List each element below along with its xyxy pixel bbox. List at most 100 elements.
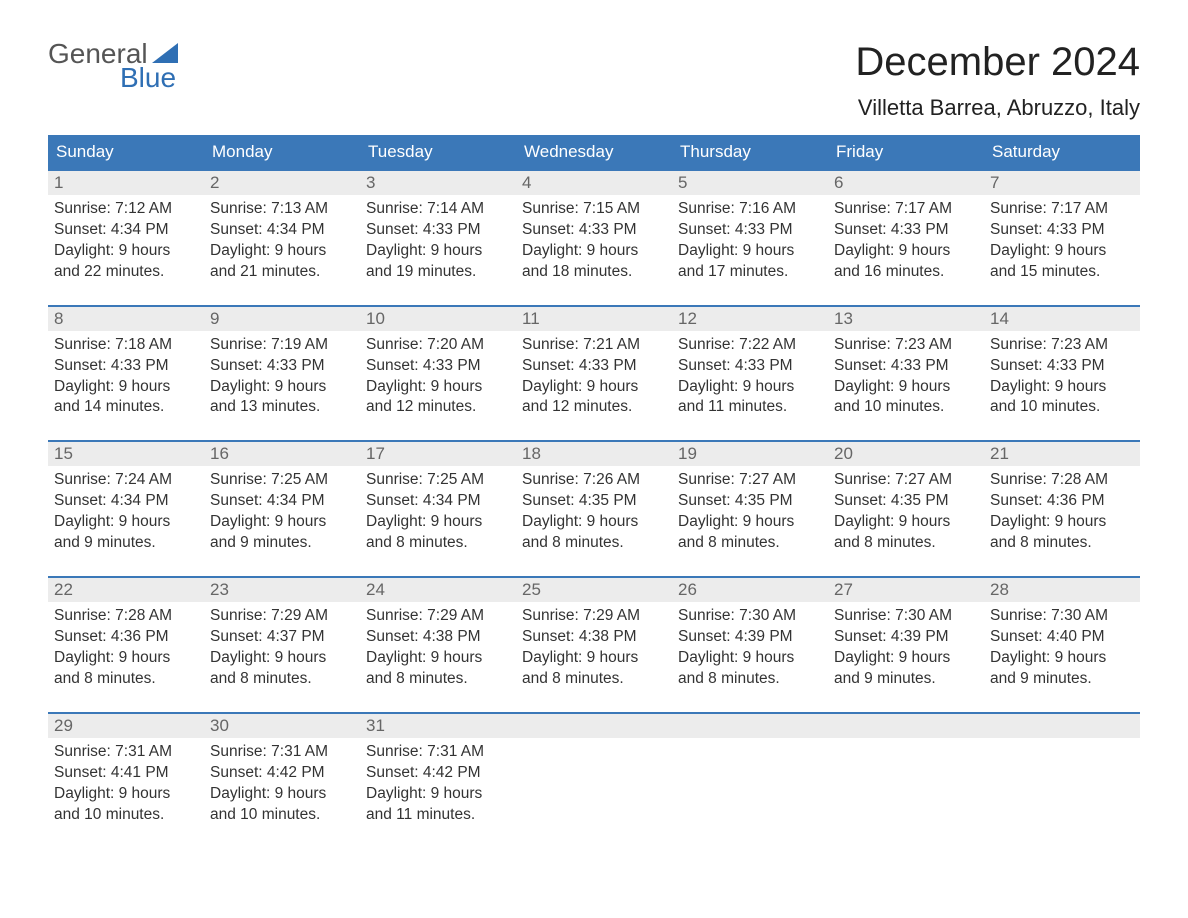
day-daylight2: and 12 minutes. [366, 397, 510, 418]
day-daylight2: and 10 minutes. [210, 805, 354, 826]
day-daylight1: Daylight: 9 hours [366, 648, 510, 669]
day-daylight2: and 10 minutes. [54, 805, 198, 826]
day-sunrise: Sunrise: 7:17 AM [990, 199, 1134, 220]
day-sunset: Sunset: 4:33 PM [54, 356, 198, 377]
day-body: Sunrise: 7:31 AMSunset: 4:42 PMDaylight:… [204, 738, 360, 832]
day-sunrise: Sunrise: 7:24 AM [54, 470, 198, 491]
day-body: Sunrise: 7:19 AMSunset: 4:33 PMDaylight:… [204, 331, 360, 425]
day-daylight1: Daylight: 9 hours [678, 377, 822, 398]
day-cell [828, 714, 984, 832]
day-body: Sunrise: 7:30 AMSunset: 4:39 PMDaylight:… [828, 602, 984, 696]
day-number [516, 714, 672, 738]
day-number: 16 [204, 442, 360, 466]
day-number: 9 [204, 307, 360, 331]
day-sunrise: Sunrise: 7:13 AM [210, 199, 354, 220]
day-number: 18 [516, 442, 672, 466]
day-number: 17 [360, 442, 516, 466]
dow-monday: Monday [204, 135, 360, 169]
day-daylight1: Daylight: 9 hours [210, 377, 354, 398]
day-daylight2: and 19 minutes. [366, 262, 510, 283]
day-sunset: Sunset: 4:41 PM [54, 763, 198, 784]
day-number: 7 [984, 171, 1140, 195]
day-daylight2: and 8 minutes. [366, 533, 510, 554]
day-sunrise: Sunrise: 7:12 AM [54, 199, 198, 220]
day-sunset: Sunset: 4:33 PM [210, 356, 354, 377]
day-sunset: Sunset: 4:33 PM [990, 220, 1134, 241]
dow-friday: Friday [828, 135, 984, 169]
day-cell: 26Sunrise: 7:30 AMSunset: 4:39 PMDayligh… [672, 578, 828, 696]
day-number: 31 [360, 714, 516, 738]
day-daylight1: Daylight: 9 hours [990, 377, 1134, 398]
day-sunset: Sunset: 4:38 PM [366, 627, 510, 648]
day-body: Sunrise: 7:16 AMSunset: 4:33 PMDaylight:… [672, 195, 828, 289]
day-daylight2: and 8 minutes. [210, 669, 354, 690]
day-body: Sunrise: 7:22 AMSunset: 4:33 PMDaylight:… [672, 331, 828, 425]
day-daylight2: and 11 minutes. [678, 397, 822, 418]
day-daylight1: Daylight: 9 hours [522, 648, 666, 669]
day-daylight2: and 9 minutes. [990, 669, 1134, 690]
day-cell: 9Sunrise: 7:19 AMSunset: 4:33 PMDaylight… [204, 307, 360, 425]
day-sunrise: Sunrise: 7:30 AM [834, 606, 978, 627]
day-number: 14 [984, 307, 1140, 331]
day-sunset: Sunset: 4:35 PM [522, 491, 666, 512]
day-daylight1: Daylight: 9 hours [678, 648, 822, 669]
day-body: Sunrise: 7:20 AMSunset: 4:33 PMDaylight:… [360, 331, 516, 425]
day-sunset: Sunset: 4:33 PM [990, 356, 1134, 377]
weeks-container: 1Sunrise: 7:12 AMSunset: 4:34 PMDaylight… [48, 169, 1140, 831]
day-sunset: Sunset: 4:33 PM [522, 356, 666, 377]
day-number: 26 [672, 578, 828, 602]
day-number: 27 [828, 578, 984, 602]
day-sunset: Sunset: 4:33 PM [366, 356, 510, 377]
day-sunset: Sunset: 4:35 PM [834, 491, 978, 512]
day-sunrise: Sunrise: 7:23 AM [834, 335, 978, 356]
day-daylight2: and 10 minutes. [990, 397, 1134, 418]
day-daylight1: Daylight: 9 hours [990, 241, 1134, 262]
day-body: Sunrise: 7:29 AMSunset: 4:38 PMDaylight:… [516, 602, 672, 696]
day-number: 30 [204, 714, 360, 738]
day-daylight1: Daylight: 9 hours [990, 648, 1134, 669]
day-sunrise: Sunrise: 7:29 AM [210, 606, 354, 627]
day-daylight2: and 8 minutes. [522, 533, 666, 554]
day-sunrise: Sunrise: 7:28 AM [54, 606, 198, 627]
day-cell [672, 714, 828, 832]
day-sunset: Sunset: 4:34 PM [366, 491, 510, 512]
day-body: Sunrise: 7:25 AMSunset: 4:34 PMDaylight:… [360, 466, 516, 560]
day-cell: 6Sunrise: 7:17 AMSunset: 4:33 PMDaylight… [828, 171, 984, 289]
day-daylight2: and 16 minutes. [834, 262, 978, 283]
day-daylight1: Daylight: 9 hours [210, 241, 354, 262]
day-body: Sunrise: 7:28 AMSunset: 4:36 PMDaylight:… [984, 466, 1140, 560]
logo-text-blue: Blue [120, 64, 176, 92]
day-cell: 17Sunrise: 7:25 AMSunset: 4:34 PMDayligh… [360, 442, 516, 560]
day-body: Sunrise: 7:31 AMSunset: 4:41 PMDaylight:… [48, 738, 204, 832]
day-cell: 4Sunrise: 7:15 AMSunset: 4:33 PMDaylight… [516, 171, 672, 289]
day-sunrise: Sunrise: 7:18 AM [54, 335, 198, 356]
day-sunrise: Sunrise: 7:14 AM [366, 199, 510, 220]
day-number: 13 [828, 307, 984, 331]
week-row: 29Sunrise: 7:31 AMSunset: 4:41 PMDayligh… [48, 712, 1140, 832]
day-cell: 22Sunrise: 7:28 AMSunset: 4:36 PMDayligh… [48, 578, 204, 696]
day-daylight2: and 9 minutes. [210, 533, 354, 554]
day-daylight1: Daylight: 9 hours [54, 377, 198, 398]
day-sunset: Sunset: 4:34 PM [54, 491, 198, 512]
day-daylight1: Daylight: 9 hours [366, 377, 510, 398]
day-daylight1: Daylight: 9 hours [834, 241, 978, 262]
day-cell: 14Sunrise: 7:23 AMSunset: 4:33 PMDayligh… [984, 307, 1140, 425]
day-body: Sunrise: 7:27 AMSunset: 4:35 PMDaylight:… [672, 466, 828, 560]
day-daylight2: and 8 minutes. [834, 533, 978, 554]
day-daylight2: and 8 minutes. [54, 669, 198, 690]
day-sunrise: Sunrise: 7:29 AM [522, 606, 666, 627]
day-number: 6 [828, 171, 984, 195]
day-sunrise: Sunrise: 7:15 AM [522, 199, 666, 220]
day-daylight1: Daylight: 9 hours [54, 512, 198, 533]
day-body: Sunrise: 7:14 AMSunset: 4:33 PMDaylight:… [360, 195, 516, 289]
day-sunset: Sunset: 4:33 PM [834, 356, 978, 377]
day-daylight2: and 8 minutes. [366, 669, 510, 690]
day-cell: 18Sunrise: 7:26 AMSunset: 4:35 PMDayligh… [516, 442, 672, 560]
day-sunset: Sunset: 4:34 PM [210, 491, 354, 512]
week-row: 1Sunrise: 7:12 AMSunset: 4:34 PMDaylight… [48, 169, 1140, 289]
day-daylight2: and 9 minutes. [834, 669, 978, 690]
day-sunrise: Sunrise: 7:30 AM [990, 606, 1134, 627]
day-number: 21 [984, 442, 1140, 466]
day-daylight1: Daylight: 9 hours [522, 512, 666, 533]
day-body: Sunrise: 7:13 AMSunset: 4:34 PMDaylight:… [204, 195, 360, 289]
